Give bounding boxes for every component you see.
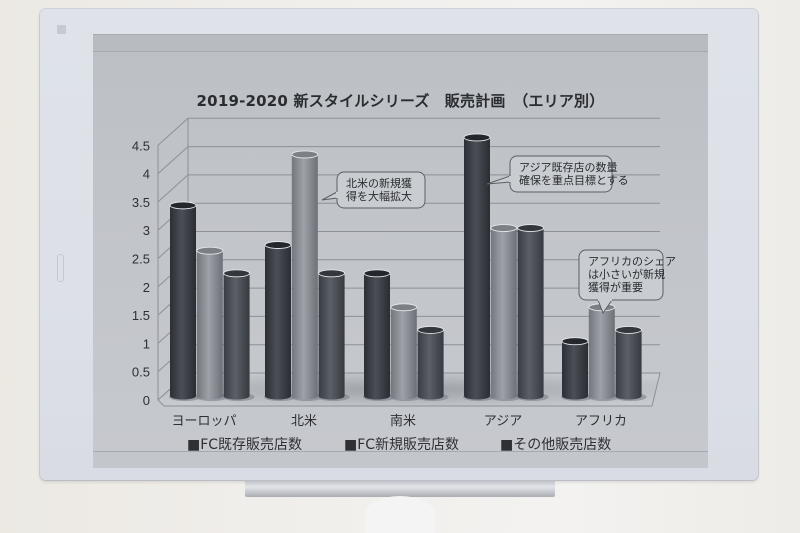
bars	[169, 133, 647, 401]
x-category-label: 北米	[291, 414, 317, 429]
home-button[interactable]	[57, 254, 64, 282]
y-axis-ticks: 0 0.5 1 1.5 2 2.5 3 3.5 4 4.5	[132, 138, 150, 408]
bar	[195, 246, 228, 401]
chart-title: 2019-2020 新スタイルシリーズ 販売計画 （エリア別）	[196, 92, 605, 110]
brand-logo-icon	[57, 25, 66, 34]
bar	[169, 201, 201, 401]
callout-text: 北米の新規獲	[346, 176, 412, 190]
bar	[614, 325, 647, 401]
legend-item: ■FC既存販売店数	[187, 437, 302, 453]
bar	[317, 269, 350, 401]
stand-base	[365, 496, 435, 533]
y-tick-label: 4	[143, 167, 150, 182]
screen-bottom-bar	[93, 451, 708, 468]
y-tick-label: 4.5	[132, 138, 150, 153]
stand	[245, 480, 555, 497]
callout-text: は小さいが新規	[588, 267, 665, 281]
y-tick-label: 2	[143, 280, 150, 295]
bar	[389, 303, 422, 401]
x-category-label: 南米	[390, 413, 416, 429]
bar	[463, 133, 495, 401]
y-tick-label: 0	[143, 393, 150, 408]
bar	[561, 337, 593, 401]
callout-text: アジア既存店の数量	[519, 160, 618, 174]
callout-text: 確保を重点目標とする	[519, 173, 629, 187]
y-tick-label: 1.5	[132, 308, 150, 323]
legend-item: ■その他販売店数	[500, 437, 611, 453]
y-tick-label: 3.5	[132, 195, 150, 210]
legend-item: ■FC新規販売店数	[344, 437, 459, 453]
x-category-label: ヨーロッパ	[171, 414, 236, 429]
callout-text: 獲得が重要	[588, 280, 643, 294]
y-tick-label: 3	[143, 223, 150, 238]
y-tick-label: 1	[143, 336, 150, 351]
bar	[264, 241, 296, 401]
x-category-label: アフリカ	[575, 414, 627, 429]
bar	[222, 269, 255, 401]
y-tick-label: 0.5	[132, 365, 150, 380]
screen-top-bar	[93, 35, 708, 52]
x-axis-categories: ヨーロッパ 北米 南米 アジア アフリカ	[171, 413, 627, 429]
bar	[516, 224, 549, 401]
callout-text: 得を大幅拡大	[346, 189, 412, 203]
legend: ■FC既存販売店数 ■FC新規販売店数 ■その他販売店数	[187, 437, 611, 453]
y-tick-label: 2.5	[132, 252, 150, 267]
bar	[489, 224, 522, 401]
x-category-label: アジア	[484, 414, 522, 429]
bar	[416, 325, 449, 401]
bar	[290, 150, 323, 401]
callout-text: アフリカのシェア	[588, 255, 676, 268]
bar	[363, 269, 395, 401]
